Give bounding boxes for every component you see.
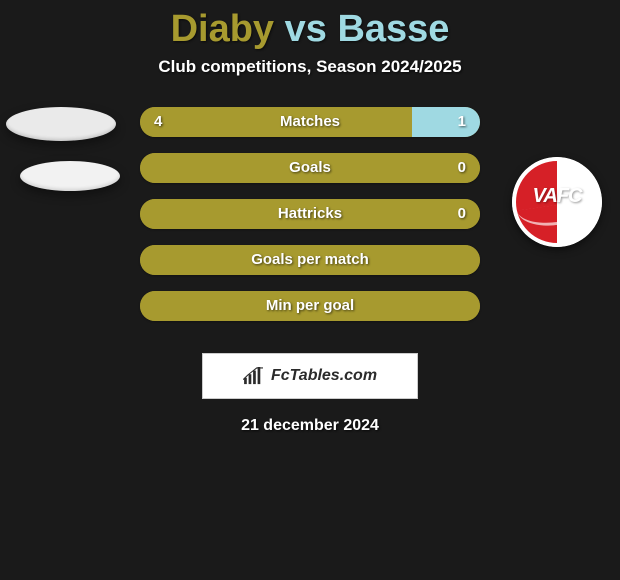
bar-row: Goals per match bbox=[140, 245, 480, 275]
datestamp: 21 december 2024 bbox=[0, 417, 620, 435]
bars-container: Matches41 Goals0 Hattricks0 Goals per match… bbox=[140, 107, 480, 337]
bar-left-segment bbox=[140, 199, 480, 229]
branding-text: FcTables.com bbox=[271, 367, 377, 385]
subtitle: Club competitions, Season 2024/2025 bbox=[0, 57, 620, 77]
bar-chart-icon bbox=[243, 367, 265, 385]
bar-row: Matches41 bbox=[140, 107, 480, 137]
page-title: Diaby vs Basse bbox=[0, 0, 620, 51]
player1-club-placeholder bbox=[20, 161, 120, 191]
bar-left-segment bbox=[140, 153, 480, 183]
bar-left-segment bbox=[140, 245, 480, 275]
title-player1: Diaby bbox=[171, 8, 274, 50]
bar-row: Goals0 bbox=[140, 153, 480, 183]
bar-row: Min per goal bbox=[140, 291, 480, 321]
player2-club-badge: VAFC bbox=[512, 157, 602, 247]
comparison-chart: VAFC Matches41 Goals0 Hattricks0 Goals per … bbox=[0, 107, 620, 347]
bar-left-segment bbox=[140, 107, 412, 137]
bar-left-segment bbox=[140, 291, 480, 321]
club-badge-circle: VAFC bbox=[512, 157, 602, 247]
title-player2: Basse bbox=[337, 8, 449, 50]
player1-avatar-placeholder bbox=[6, 107, 116, 141]
title-vs: vs bbox=[285, 8, 327, 50]
bar-row: Hattricks0 bbox=[140, 199, 480, 229]
bar-right-segment bbox=[412, 107, 480, 137]
branding-box: FcTables.com bbox=[202, 353, 418, 399]
club-badge-text: VAFC bbox=[512, 185, 602, 208]
